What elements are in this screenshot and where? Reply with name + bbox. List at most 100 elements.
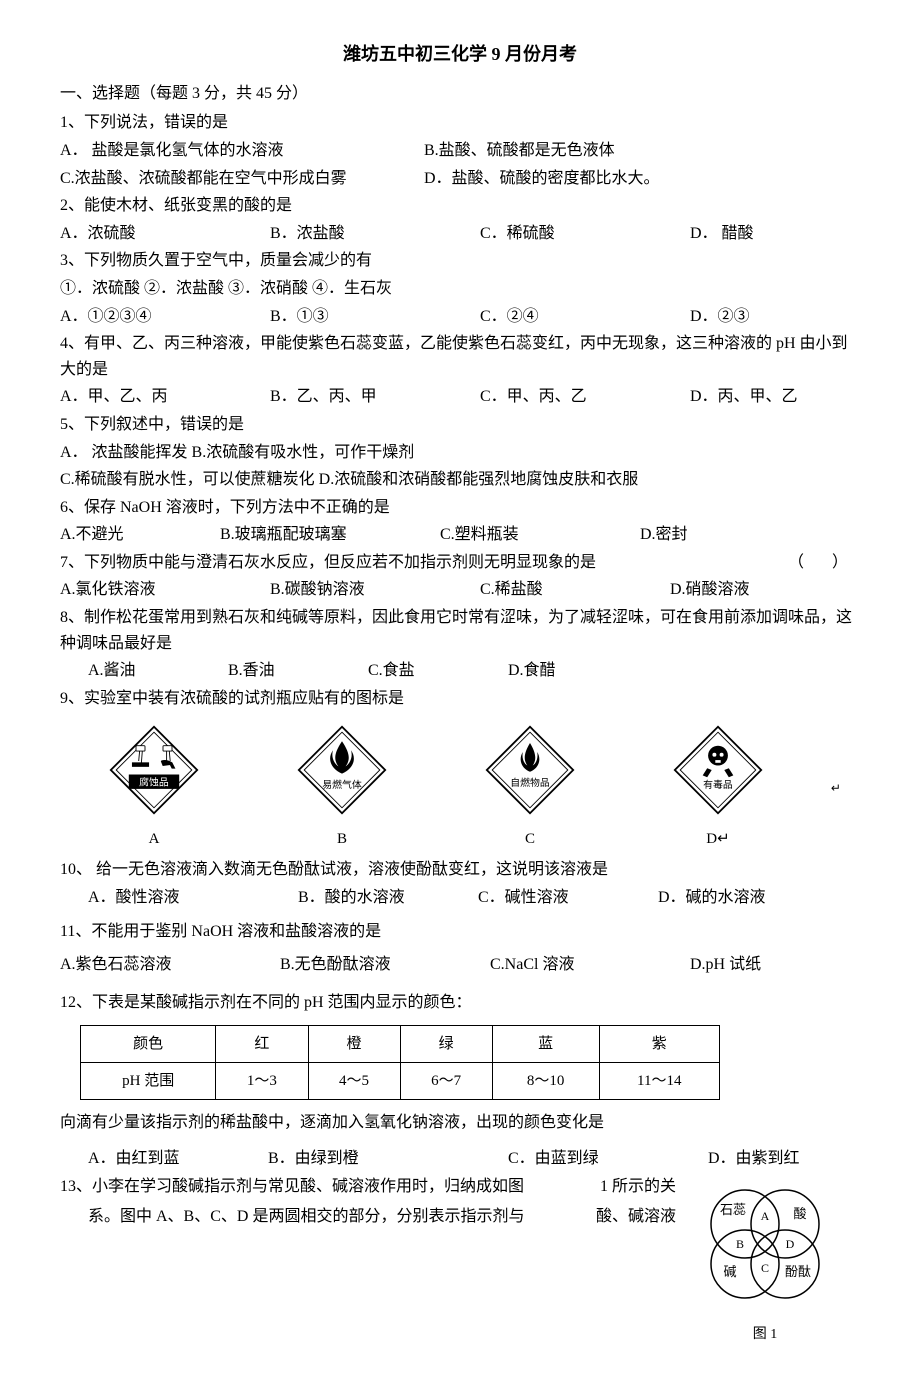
q1-row2: C.浓盐酸、浓硫酸都能在空气中形成白雾 D．盐酸、硫酸的密度都比水大。: [60, 166, 860, 192]
q11-stem: 11、不能用于鉴别 NaOH 溶液和盐酸溶液的是: [60, 919, 860, 945]
q1-opt-b: B.盐酸、硫酸都是无色液体: [424, 142, 615, 159]
q6-opt-a: A.不避光: [60, 522, 180, 548]
q2-opt-a: A．浓硫酸: [60, 221, 230, 247]
q6-opt-b: B.玻璃瓶配玻璃塞: [220, 522, 400, 548]
q8-opt-a: A.酱油: [88, 658, 188, 684]
q12-opt-a: A．由红到蓝: [88, 1146, 228, 1172]
q6-stem: 6、保存 NaOH 溶液时，下列方法中不正确的是: [60, 495, 860, 521]
q1-opt-c: C.浓盐酸、浓硫酸都能在空气中形成白雾: [60, 166, 420, 192]
hazard-a: 腐蚀品 A: [79, 725, 229, 851]
svg-text:石蕊: 石蕊: [720, 1202, 746, 1217]
q2-opt-b: B．浓盐酸: [270, 221, 440, 247]
table-row: pH 范围 1～3 4～5 6～7 8～10 11～14: [81, 1063, 720, 1100]
answer-blank: （ ）: [788, 550, 860, 576]
q8-options: A.酱油 B.香油 C.食盐 D.食醋: [88, 658, 860, 684]
q13-p3: 系。图中 A、B、C、D 是两圆相交的部分，分别表示指示剂与: [88, 1208, 524, 1225]
table-cell: 4～5: [308, 1063, 400, 1100]
corrosive-icon: 腐蚀品: [109, 725, 199, 815]
table-cell: 11～14: [599, 1063, 719, 1100]
svg-text:B: B: [736, 1237, 744, 1251]
svg-text:酸: 酸: [793, 1206, 806, 1221]
q4-opt-c: C．甲、丙、乙: [480, 384, 650, 410]
q8-opt-c: C.食盐: [368, 658, 468, 684]
table-header: 蓝: [492, 1026, 599, 1063]
q7-opt-c: C.稀盐酸: [480, 577, 630, 603]
q7-opt-a: A.氯化铁溶液: [60, 577, 230, 603]
q6-options: A.不避光 B.玻璃瓶配玻璃塞 C.塑料瓶装 D.密封: [60, 522, 860, 548]
q3-options: A．①②③④ B．①③ C．②④ D．②③: [60, 304, 860, 330]
q7-stem: 7、下列物质中能与澄清石灰水反应，但反应若不加指示剂则无明显现象的是: [60, 554, 596, 571]
return-char: ↵: [831, 779, 841, 798]
q7-opt-b: B.碳酸钠溶液: [270, 577, 440, 603]
q2-options: A．浓硫酸 B．浓盐酸 C．稀硫酸 D． 醋酸: [60, 221, 860, 247]
q11-opt-c: C.NaCl 溶液: [490, 952, 650, 978]
q12-opt-c: C．由蓝到绿: [508, 1146, 668, 1172]
q10-stem: 10、 给一无色溶液滴入数滴无色酚酞试液，溶液使酚酞变红，这说明该溶液是: [60, 857, 860, 883]
venn-diagram: 石蕊 酸 碱 酚酞 A B C D 图 1: [690, 1174, 840, 1347]
q5-opt-a: A． 浓盐酸能挥发 B.浓硫酸有吸水性，可作干燥剂: [60, 440, 860, 466]
q7-opt-d: D.硝酸溶液: [670, 577, 750, 603]
q11-options: A.紫色石蕊溶液 B.无色酚酞溶液 C.NaCl 溶液 D.pH 试纸: [60, 952, 860, 978]
q12-stem: 12、下表是某酸碱指示剂在不同的 pH 范围内显示的颜色：: [60, 990, 860, 1016]
q7-options: A.氯化铁溶液 B.碳酸钠溶液 C.稀盐酸 D.硝酸溶液: [60, 577, 860, 603]
q8-stem: 8、制作松花蛋常用到熟石灰和纯碱等原料，因此食用它时常有涩味，为了减轻涩味，可在…: [60, 605, 860, 656]
hazard-a-label: A: [149, 827, 160, 851]
q13-p4: 酸、碱溶液: [596, 1201, 676, 1233]
table-cell: 1～3: [216, 1063, 308, 1100]
hazard-a-caption: 腐蚀品: [139, 776, 169, 789]
svg-text:碱: 碱: [723, 1264, 736, 1279]
q2-opt-c: C．稀硫酸: [480, 221, 650, 247]
spontaneous-combustion-icon: 自燃物品: [485, 725, 575, 815]
q12-table: 颜色 红 橙 绿 蓝 紫 pH 范围 1～3 4～5 6～7 8～10 11～1…: [80, 1025, 860, 1100]
q13-p2: 1 所示的关: [600, 1174, 676, 1200]
q5-opt-c: C.稀硫酸有脱水性，可以使蔗糖炭化 D.浓硫酸和浓硝酸都能强烈地腐蚀皮肤和衣服: [60, 467, 860, 493]
svg-text:酚酞: 酚酞: [785, 1264, 811, 1279]
table-cell: pH 范围: [81, 1063, 216, 1100]
q11-opt-a: A.紫色石蕊溶液: [60, 952, 240, 978]
q4-stem: 4、有甲、乙、丙三种溶液，甲能使紫色石蕊变蓝，乙能使紫色石蕊变红，丙中无现象，这…: [60, 331, 860, 382]
hazard-b-label: B: [337, 827, 347, 851]
svg-text:C: C: [761, 1261, 769, 1275]
q12-opt-d: D．由紫到红: [708, 1146, 800, 1172]
q4-opt-b: B．乙、丙、甲: [270, 384, 440, 410]
venn-caption: 图 1: [690, 1324, 840, 1346]
q5-stem: 5、下列叙述中，错误的是: [60, 412, 860, 438]
q13-p1: 13、小李在学习酸碱指示剂与常见酸、碱溶液作用时，归纳成如图: [60, 1178, 524, 1195]
svg-text:A: A: [761, 1209, 770, 1223]
q11-opt-b: B.无色酚酞溶液: [280, 952, 450, 978]
q3-opt-b: B．①③: [270, 304, 440, 330]
q3-opt-a: A．①②③④: [60, 304, 230, 330]
hazard-c-caption: 自燃物品: [510, 777, 550, 790]
q2-stem: 2、能使木材、纸张变黑的酸的是: [60, 193, 860, 219]
hazard-c-label: C: [525, 827, 535, 851]
q1-opt-d: D．盐酸、硫酸的密度都比水大。: [424, 170, 660, 187]
q9-stem: 9、实验室中装有浓硫酸的试剂瓶应贴有的图标是: [60, 686, 860, 712]
hazard-d: 有毒品 D↵: [643, 725, 793, 851]
q4-opt-a: A．甲、乙、丙: [60, 384, 230, 410]
q3-stem: 3、下列物质久置于空气中，质量会减少的有: [60, 248, 860, 274]
q10-opt-a: A．酸性溶液: [88, 885, 258, 911]
q8-opt-b: B.香油: [228, 658, 328, 684]
table-header: 颜色: [81, 1026, 216, 1063]
q10-options: A．酸性溶液 B．酸的水溶液 C．碱性溶液 D．碱的水溶液: [88, 885, 860, 911]
q2-opt-d: D． 醋酸: [690, 221, 754, 247]
q12-options: A．由红到蓝 B．由绿到橙 C．由蓝到绿 D．由紫到红: [88, 1146, 860, 1172]
table-header: 橙: [308, 1026, 400, 1063]
table-header: 红: [216, 1026, 308, 1063]
flammable-gas-icon: 易燃气体: [297, 725, 387, 815]
hazard-row: 腐蚀品 A 易燃气体 B 自燃物品 C: [60, 725, 860, 851]
svg-text:D: D: [786, 1237, 795, 1251]
q11-opt-d: D.pH 试纸: [690, 952, 761, 978]
q10-opt-b: B．酸的水溶液: [298, 885, 438, 911]
q3-line2: ①．浓硫酸 ②．浓盐酸 ③．浓硝酸 ④．生石灰: [60, 276, 860, 302]
hazard-d-caption: 有毒品: [703, 778, 733, 791]
hazard-d-label: D↵: [706, 827, 729, 851]
section-header: 一、选择题（每题 3 分，共 45 分）: [60, 81, 860, 107]
q6-opt-c: C.塑料瓶装: [440, 522, 600, 548]
q3-opt-c: C．②④: [480, 304, 650, 330]
q1-stem: 1、下列说法，错误的是: [60, 110, 860, 136]
q1-opt-a: A． 盐酸是氯化氢气体的水溶液: [60, 138, 420, 164]
q4-options: A．甲、乙、丙 B．乙、丙、甲 C．甲、丙、乙 D．丙、甲、乙: [60, 384, 860, 410]
q12-opt-b: B．由绿到橙: [268, 1146, 468, 1172]
toxic-icon: 有毒品: [673, 725, 763, 815]
